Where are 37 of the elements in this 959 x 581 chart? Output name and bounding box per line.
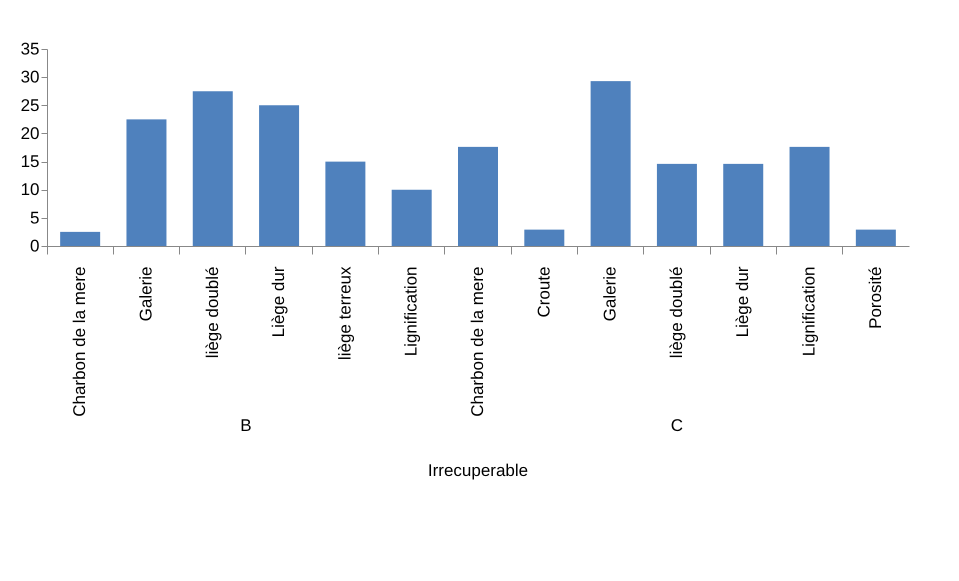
x-tick-label: Porosité bbox=[866, 266, 885, 329]
x-tick-label: liège terreux bbox=[335, 266, 354, 360]
bar bbox=[192, 91, 233, 246]
y-tick-label: 25 bbox=[20, 96, 40, 115]
x-tick-label: liège doublé bbox=[666, 266, 686, 358]
bar bbox=[656, 164, 697, 246]
bar bbox=[325, 162, 366, 246]
x-tick-label: liège doublé bbox=[202, 266, 222, 358]
bar bbox=[126, 119, 166, 246]
y-tick-label: 35 bbox=[20, 40, 40, 58]
y-tick-label: 30 bbox=[20, 68, 40, 87]
text: C bbox=[670, 416, 684, 435]
x-tick-label: Croute bbox=[534, 266, 554, 318]
x-tick-label: Galerie bbox=[600, 266, 620, 322]
y-tick-label: 15 bbox=[20, 152, 40, 172]
x-tick-label: Liège dur bbox=[733, 266, 752, 338]
text: Irrecuperable bbox=[428, 461, 528, 480]
x-tick-label: Charbon de la mere bbox=[468, 266, 487, 417]
bar bbox=[590, 81, 631, 246]
bar bbox=[458, 146, 498, 246]
bar bbox=[856, 230, 896, 246]
bar bbox=[60, 232, 100, 246]
bar bbox=[790, 146, 830, 246]
x-tick-label: Lignification bbox=[402, 266, 421, 356]
y-tick-label: 5 bbox=[30, 208, 40, 228]
y-tick-label: 20 bbox=[20, 124, 40, 143]
bar bbox=[723, 164, 764, 246]
x-tick-label: Galerie bbox=[136, 266, 156, 322]
y-tick-label: 0 bbox=[30, 236, 40, 256]
text: B bbox=[240, 416, 252, 435]
bar bbox=[524, 230, 564, 246]
x-tick-label: Lignification bbox=[800, 266, 819, 356]
x-tick-label: Liège dur bbox=[269, 266, 288, 338]
x-tick-label: Charbon de la mere bbox=[70, 266, 90, 417]
bar bbox=[392, 190, 432, 246]
y-tick-label: 10 bbox=[20, 180, 40, 200]
bar bbox=[259, 105, 300, 246]
